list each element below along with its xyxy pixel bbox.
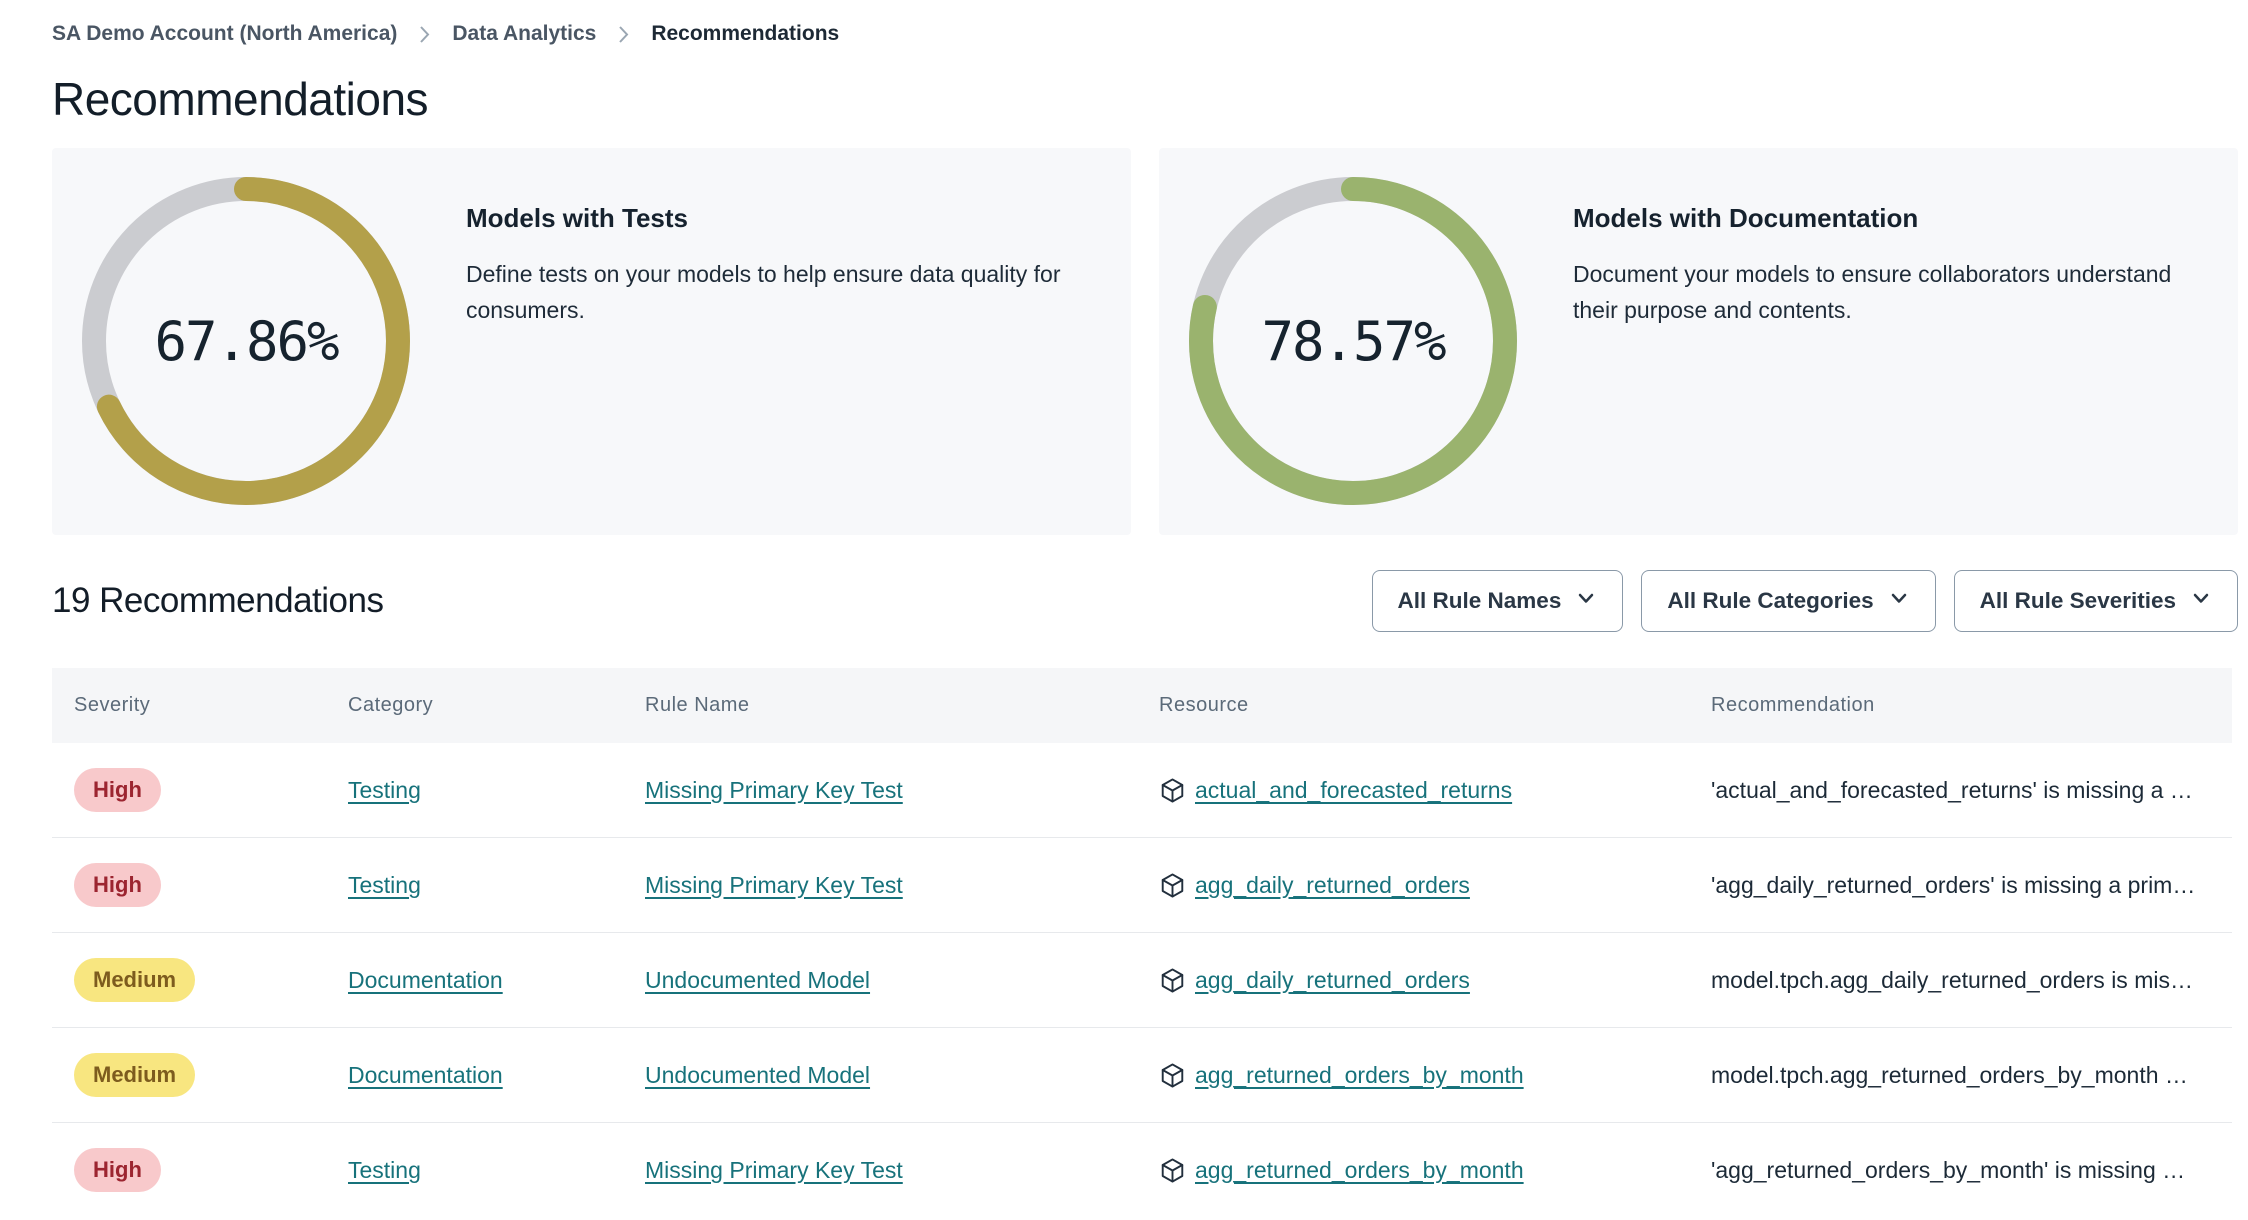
chevron-down-icon [1888,587,1910,615]
cube-icon [1161,778,1184,802]
stat-cards: 67.86% Models with Tests Define tests on… [52,148,2238,535]
cube-icon [1161,1063,1184,1087]
resource-link[interactable]: agg_daily_returned_orders [1195,871,1470,898]
card-title: Models with Tests [466,203,688,233]
page-title: Recommendations [52,73,429,125]
list-header: 19 Recommendations All Rule Names All Ru… [52,570,2238,632]
category-link[interactable]: Testing [348,871,421,898]
rule-name-link[interactable]: Missing Primary Key Test [645,1156,903,1183]
severity-badge: High [74,1148,161,1192]
resource-link[interactable]: agg_returned_orders_by_month [1195,1156,1524,1183]
cube-icon [1161,873,1184,897]
recommendation-text: 'agg_returned_orders_by_month' is missin… [1711,1156,2186,1183]
donut-arc [82,177,410,505]
models-with-documentation-card: 78.57% Models with Documentation Documen… [1159,148,2238,535]
rule-names-filter-dropdown[interactable]: All Rule Names [1371,570,1624,632]
table-row: High Testing Missing Primary Key Test ag… [52,1122,2232,1217]
card-description: Document your models to ensure collabora… [1573,261,2172,323]
rule-categories-filter-dropdown[interactable]: All Rule Categories [1641,570,1936,632]
recommendations-page: SA Demo Account (North America) Data Ana… [52,0,2238,1217]
tests-percent-value: 67.86% [154,309,339,373]
rule-name-link[interactable]: Undocumented Model [645,966,871,993]
severity-badge: High [74,768,161,812]
table-row: High Testing Missing Primary Key Test ag… [52,837,2232,933]
column-header-category: Category [326,668,623,743]
severity-badge: Medium [74,958,196,1002]
severity-badge: Medium [74,1053,196,1097]
severity-badge: High [74,863,161,907]
documentation-donut-chart: 78.57% [1189,177,1517,505]
resource-link[interactable]: agg_returned_orders_by_month [1195,1061,1524,1088]
category-link[interactable]: Documentation [348,966,503,993]
column-header-recommendation: Recommendation [1689,668,2232,743]
chevron-right-icon [616,24,631,45]
table-header-row: Severity Category Rule Name Resource Rec… [52,668,2232,743]
category-link[interactable]: Testing [348,776,421,803]
column-header-rule-name: Rule Name [623,668,1137,743]
card-title: Models with Documentation [1573,203,1919,233]
recommendations-count: 19 Recommendations [52,581,384,620]
models-with-tests-card: 67.86% Models with Tests Define tests on… [52,148,1131,535]
cube-icon [1161,968,1184,992]
table-row: High Testing Missing Primary Key Test ac… [52,743,2232,838]
column-header-severity: Severity [52,668,326,743]
tests-donut-chart: 67.86% [82,177,410,505]
breadcrumb-account[interactable]: SA Demo Account (North America) [52,22,398,45]
resource-link[interactable]: agg_daily_returned_orders [1195,966,1470,993]
category-link[interactable]: Documentation [348,1061,503,1088]
rule-severities-filter-label: All Rule Severities [1979,588,2176,613]
rule-name-link[interactable]: Missing Primary Key Test [645,776,903,803]
rule-name-link[interactable]: Missing Primary Key Test [645,871,903,898]
recommendation-text: model.tpch.agg_daily_returned_orders is … [1711,966,2193,993]
table-row: Medium Documentation Undocumented Model … [52,1027,2232,1123]
recommendation-text: 'agg_daily_returned_orders' is missing a… [1711,871,2196,898]
resource-link[interactable]: actual_and_forecasted_returns [1195,776,1513,803]
rule-categories-filter-label: All Rule Categories [1667,588,1874,613]
card-description: Define tests on your models to help ensu… [466,261,1061,323]
documentation-percent-value: 78.57% [1261,309,1446,373]
chevron-down-icon [2190,587,2212,615]
recommendations-table: Severity Category Rule Name Resource Rec… [52,668,2232,1217]
donut-arc [1189,177,1517,505]
breadcrumb-project[interactable]: Data Analytics [452,22,597,45]
rule-names-filter-label: All Rule Names [1397,588,1562,613]
rule-name-link[interactable]: Undocumented Model [645,1061,871,1088]
cube-icon [1161,1158,1184,1182]
column-header-resource: Resource [1137,668,1689,743]
chevron-down-icon [1575,587,1597,615]
filter-bar: All Rule Names All Rule Categories All R… [1371,570,2238,632]
recommendation-text: 'actual_and_forecasted_returns' is missi… [1711,776,2193,803]
table-row: Medium Documentation Undocumented Model … [52,932,2232,1028]
breadcrumb: SA Demo Account (North America) Data Ana… [52,22,2238,46]
category-link[interactable]: Testing [348,1156,421,1183]
recommendation-text: model.tpch.agg_returned_orders_by_month … [1711,1061,2188,1088]
rule-severities-filter-dropdown[interactable]: All Rule Severities [1953,570,2238,632]
chevron-right-icon [417,24,432,45]
breadcrumb-current: Recommendations [651,22,840,45]
